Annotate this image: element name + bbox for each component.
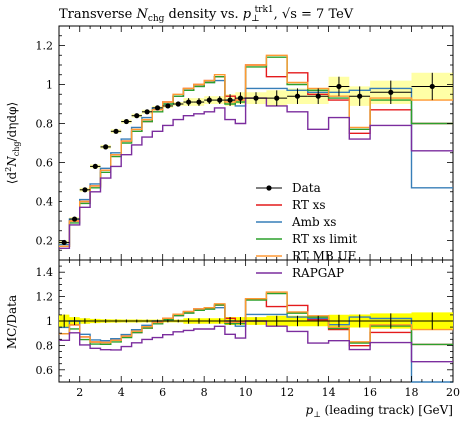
data-point bbox=[388, 89, 394, 95]
y-tick-label-main: 0.8 bbox=[36, 118, 54, 131]
legend-label: RT MB UE bbox=[292, 249, 356, 263]
legend-item-rt-xs: RT xs bbox=[256, 198, 326, 212]
series-line-amb-xs bbox=[59, 79, 453, 246]
chart-legend: Data RT xs Amb xs RT xs limit RT MB UE RAPGAP bbox=[256, 181, 357, 280]
y-tick-label-ratio: 1.4 bbox=[36, 266, 54, 279]
data-point bbox=[294, 93, 301, 99]
y-tick-label-main: 0.4 bbox=[36, 196, 54, 209]
x-tick-label: 10 bbox=[239, 386, 253, 399]
data-uncertainty-band-main bbox=[59, 72, 453, 245]
data-point bbox=[154, 105, 161, 111]
y-axis-label-ratio: MC/Data bbox=[5, 295, 19, 349]
y-tick-label-ratio: 1 bbox=[46, 315, 53, 328]
data-point bbox=[429, 83, 435, 90]
data-point bbox=[315, 93, 321, 99]
data-point bbox=[196, 99, 202, 105]
main-plot-panel: 0.2 0.4 0.6 0.8 1 1.2 bbox=[36, 25, 454, 261]
x-tick-label: 8 bbox=[201, 386, 208, 399]
legend-label: Amb xs bbox=[291, 215, 336, 229]
data-point bbox=[227, 97, 233, 103]
data-point bbox=[253, 95, 259, 101]
y-tick-label-main: 1.2 bbox=[36, 40, 54, 53]
legend-label: RT xs bbox=[292, 198, 326, 212]
legend-label: RAPGAP bbox=[292, 266, 344, 280]
x-tick-label: 20 bbox=[446, 386, 460, 399]
data-point bbox=[336, 83, 342, 90]
data-point bbox=[144, 109, 150, 115]
data-point bbox=[186, 99, 192, 105]
data-point bbox=[82, 187, 88, 193]
data-point bbox=[61, 239, 67, 246]
x-tick-label: 12 bbox=[280, 386, 294, 399]
data-point bbox=[71, 216, 78, 222]
ratio-line-rapgap bbox=[59, 320, 453, 363]
y-tick-label-ratio: 1.2 bbox=[36, 291, 54, 304]
ratio-plot-panel: 0.6 0.8 1 1.2 1.4 2 4 6 8 10 12 14 16 18 20 bbox=[36, 259, 460, 399]
legend-label: RT xs limit bbox=[292, 232, 357, 246]
x-tick-label: 16 bbox=[363, 386, 377, 399]
x-tick-label: 4 bbox=[118, 386, 125, 399]
data-point bbox=[217, 97, 223, 103]
data-point bbox=[92, 163, 98, 169]
x-tick-label: 6 bbox=[159, 386, 166, 399]
data-point bbox=[274, 95, 280, 101]
x-axis-label: p⊥ (leading track) [GeV] bbox=[306, 403, 453, 419]
main-plot-frame bbox=[58, 25, 454, 261]
y-tick-label-ratio: 0.8 bbox=[36, 339, 54, 352]
y-tick-label-main: 0.2 bbox=[36, 235, 54, 248]
y-tick-label-main: 1 bbox=[46, 79, 53, 92]
data-point bbox=[175, 101, 181, 107]
data-point bbox=[237, 95, 244, 101]
data-point bbox=[113, 128, 119, 134]
data-point bbox=[165, 103, 171, 109]
legend-item-amb-xs: Amb xs bbox=[256, 215, 336, 229]
legend-marker bbox=[266, 185, 272, 191]
legend-item-rt-mb-ue: RT MB UE bbox=[256, 249, 356, 263]
y-axis-label-main: ⟨d2Nchg/dηdφ⟩ bbox=[4, 102, 21, 184]
legend-item-rt-xs-limit: RT xs limit bbox=[256, 232, 357, 246]
y-tick-label-main: 0.6 bbox=[36, 157, 54, 170]
data-point bbox=[134, 113, 140, 119]
data-point bbox=[206, 97, 212, 103]
data-point bbox=[123, 118, 129, 125]
y-tick-label-ratio: 0.6 bbox=[36, 364, 54, 377]
data-point bbox=[103, 144, 109, 150]
x-tick-label: 2 bbox=[76, 386, 83, 399]
x-tick-label: 18 bbox=[405, 386, 419, 399]
legend-item-data: Data bbox=[256, 181, 321, 195]
legend-item-rapgap: RAPGAP bbox=[256, 266, 344, 280]
series-line-rapgap bbox=[59, 97, 453, 249]
x-tick-label: 14 bbox=[322, 386, 336, 399]
chart-title: Transverse Nchg density vs. p⊥trk1, √s =… bbox=[59, 5, 354, 24]
legend-label: Data bbox=[292, 181, 321, 195]
ratio-line-rt-mb-ue bbox=[59, 291, 453, 344]
data-point bbox=[357, 93, 363, 99]
